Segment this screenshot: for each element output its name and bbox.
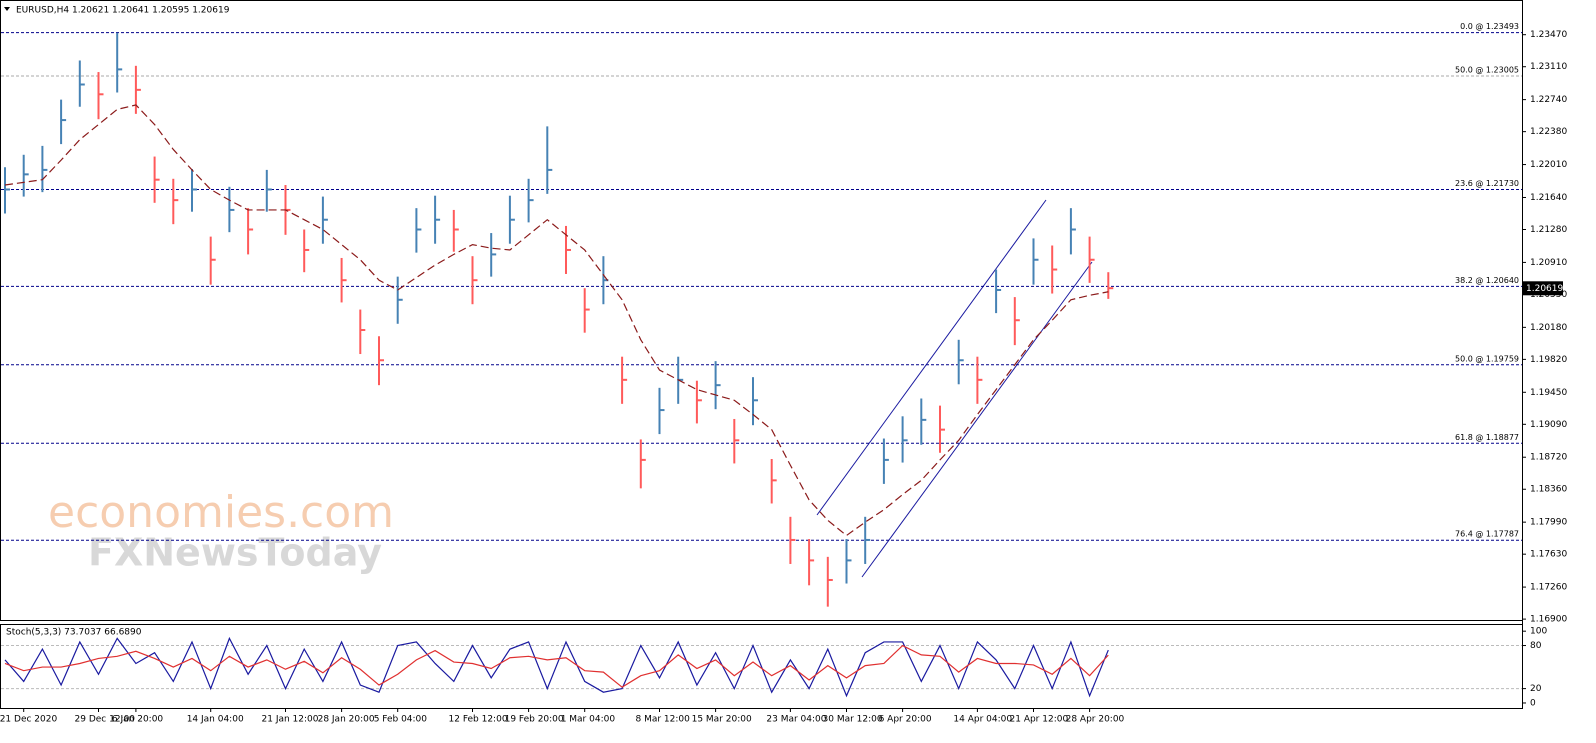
x-tick-label: 14 Apr 04:00 [953, 715, 1012, 725]
watermark: economies.com [48, 487, 394, 538]
menu-arrow [4, 7, 10, 11]
y-tick-label: 1.22380 [1530, 127, 1567, 137]
y-tick-label: 1.18360 [1530, 485, 1567, 495]
y-tick-label: 1.17990 [1530, 518, 1567, 528]
watermark: FXNewsToday [88, 531, 382, 575]
y-tick-label: 1.21280 [1530, 225, 1567, 235]
fib-label: 50.0 @ 1.23005 [1455, 66, 1519, 75]
fib-label: 61.8 @ 1.18877 [1455, 433, 1519, 442]
y-tick-label: 20 [1530, 684, 1542, 694]
indicator-title: Stoch(5,3,3) 73.7037 66.6890 [6, 628, 142, 638]
stoch-line [4, 636, 1109, 698]
y-tick-label: 80 [1530, 641, 1542, 651]
x-tick-label: 28 Apr 20:00 [1066, 715, 1125, 725]
chart-title: EURUSD,H4 1.20621 1.20641 1.20595 1.2061… [16, 6, 230, 16]
y-tick-label: 1.20910 [1530, 258, 1567, 268]
y-tick-label: 1.18720 [1530, 453, 1567, 463]
y-tick-label: 1.17260 [1530, 583, 1567, 593]
x-tick-label: 21 Dec 2020 [0, 715, 57, 725]
y-tick-label: 1.23110 [1530, 62, 1567, 72]
y-tick-label: 0 [1530, 698, 1536, 708]
fib-label: 0.0 @ 1.23493 [1460, 22, 1519, 31]
last-price: 1.20619 [1526, 284, 1563, 294]
x-tick-label: 6 Jan 20:00 [112, 715, 164, 725]
x-tick-label: 5 Feb 04:00 [374, 715, 428, 725]
y-tick-label: 1.19450 [1530, 388, 1567, 398]
y-tick-label: 1.16900 [1530, 615, 1567, 625]
x-tick-label: 29 Dec 12:00 [75, 715, 136, 725]
x-tick-label: 6 Apr 20:00 [879, 715, 932, 725]
x-tick-label: 19 Feb 20:00 [505, 715, 564, 725]
fib-label: 38.2 @ 1.20640 [1455, 276, 1519, 285]
stoch-line [4, 644, 1109, 688]
y-tick-label: 1.20180 [1530, 323, 1567, 333]
y-tick-label: 1.19820 [1530, 355, 1567, 365]
channel-line [861, 261, 1093, 578]
channel-line [816, 199, 1047, 516]
x-tick-label: 12 Feb 12:00 [449, 715, 508, 725]
x-tick-label: 30 Mar 12:00 [823, 715, 883, 725]
x-tick-label: 15 Mar 20:00 [692, 715, 752, 725]
fib-label: 23.6 @ 1.21730 [1455, 179, 1519, 188]
x-tick-label: 8 Mar 12:00 [636, 715, 691, 725]
fib-label: 76.4 @ 1.17787 [1455, 530, 1519, 539]
x-tick-label: 14 Jan 04:00 [187, 715, 244, 725]
y-tick-label: 1.17630 [1530, 550, 1567, 560]
y-tick-label: 1.19090 [1530, 420, 1567, 430]
last-price-box [1523, 281, 1563, 296]
x-tick-label: 21 Jan 12:00 [262, 715, 319, 725]
fib-label: 50.0 @ 1.19759 [1455, 354, 1519, 363]
y-tick-label: 1.22740 [1530, 95, 1567, 105]
moving-average [4, 104, 1109, 537]
y-tick-label: 1.22010 [1530, 160, 1567, 170]
x-tick-label: 23 Mar 04:00 [766, 715, 826, 725]
y-tick-label: 100 [1530, 627, 1547, 637]
y-tick-label: 1.23470 [1530, 30, 1567, 40]
x-tick-label: 21 Apr 12:00 [1010, 715, 1069, 725]
x-tick-label: 28 Jan 20:00 [318, 715, 375, 725]
x-tick-label: 1 Mar 04:00 [561, 715, 616, 725]
y-tick-label: 1.21640 [1530, 193, 1567, 203]
